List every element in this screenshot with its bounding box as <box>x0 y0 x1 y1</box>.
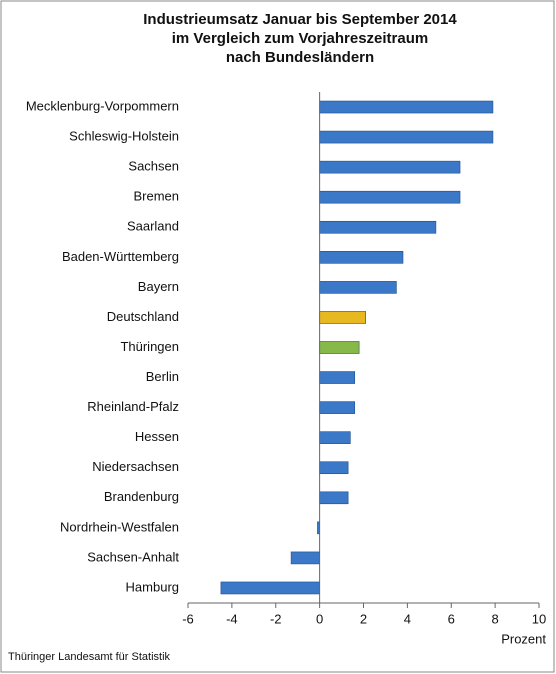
bar <box>319 341 360 354</box>
x-tick-label: -4 <box>226 611 238 626</box>
y-tick-label: Bayern <box>138 279 179 294</box>
bar <box>319 160 461 174</box>
chart-title: im Vergleich zum Vorjahreszeitraum <box>172 30 428 47</box>
bar <box>319 281 397 294</box>
bar <box>319 251 404 264</box>
y-tick-label: Sachsen-Anhalt <box>87 549 179 564</box>
bar <box>319 311 366 324</box>
bar <box>319 190 461 204</box>
y-tick-label: Bremen <box>133 189 179 204</box>
bar <box>319 130 494 144</box>
y-tick-label: Baden-Württemberg <box>62 249 179 264</box>
x-tick-label: 8 <box>492 611 499 626</box>
y-tick-label: Hamburg <box>126 579 179 594</box>
bar <box>319 461 349 475</box>
bar <box>220 581 320 595</box>
y-tick-label: Hessen <box>135 429 179 444</box>
x-tick-label: -2 <box>270 611 282 626</box>
y-tick-label: Thüringen <box>120 339 179 354</box>
bar <box>319 401 356 414</box>
y-tick-label: Mecklenburg-Vorpommern <box>26 98 179 113</box>
x-tick-label: -6 <box>182 611 194 626</box>
x-tick-label: 2 <box>360 611 367 626</box>
bar <box>319 491 349 505</box>
chart-title: Industrieumsatz Januar bis September 201… <box>143 11 457 28</box>
x-tick-label: 10 <box>532 611 546 626</box>
y-tick-label: Berlin <box>146 369 179 384</box>
x-tick-label: 4 <box>404 611 411 626</box>
chart-title: nach Bundesländern <box>226 49 374 66</box>
y-tick-label: Nordrhein-Westfalen <box>60 519 179 534</box>
bar <box>319 100 494 114</box>
x-tick-label: 0 <box>316 611 323 626</box>
source: Thüringer Landesamt für Statistik <box>8 651 171 663</box>
y-tick-label: Saarland <box>127 219 179 234</box>
bar <box>319 431 351 444</box>
x-tick-label: 6 <box>448 611 455 626</box>
y-tick-label: Rheinland-Pfalz <box>87 399 179 414</box>
y-tick-label: Sachsen <box>128 159 179 174</box>
x-axis-label: Prozent <box>501 631 546 646</box>
bar <box>319 371 356 384</box>
y-tick-label: Niedersachsen <box>92 459 179 474</box>
y-tick-label: Brandenburg <box>104 489 179 504</box>
y-tick-label: Schleswig-Holstein <box>69 129 179 144</box>
y-tick-label: Deutschland <box>107 309 179 324</box>
bar <box>290 551 320 565</box>
bar <box>319 220 437 234</box>
